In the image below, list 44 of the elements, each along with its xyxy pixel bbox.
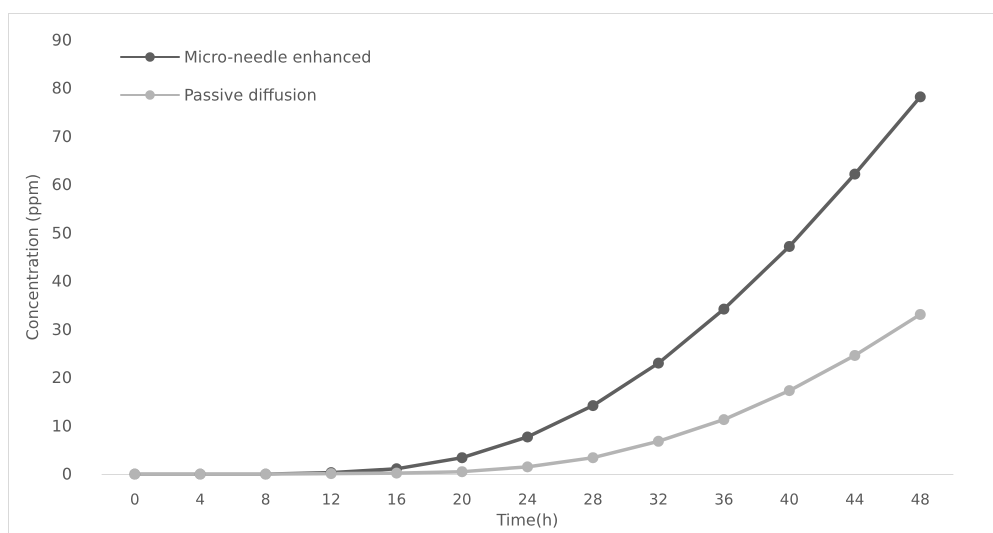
- point: [914, 308, 926, 320]
- y-axis-title: Concentration (ppm): [23, 174, 42, 340]
- point: [522, 431, 533, 442]
- y-tick-label: 20: [52, 368, 72, 388]
- x-tick-label: 36: [714, 490, 734, 509]
- point: [522, 461, 533, 472]
- x-tick-label: 40: [780, 490, 799, 509]
- point: [849, 350, 860, 361]
- point: [652, 358, 664, 369]
- point: [914, 91, 926, 102]
- point: [718, 304, 730, 315]
- y-tick-label: 80: [52, 78, 72, 98]
- x-tick-label: 12: [322, 490, 341, 509]
- y-tick-label: 60: [52, 175, 72, 194]
- x-tick-label: 44: [845, 490, 864, 509]
- y-tick-label: 10: [52, 416, 72, 436]
- x-tick-label: 28: [583, 490, 603, 509]
- point: [456, 466, 468, 478]
- point: [784, 385, 795, 396]
- y-tick-label: 30: [52, 320, 72, 339]
- legend-label: Micro-needle enhanced: [184, 48, 372, 66]
- x-tick-label: 8: [260, 490, 270, 509]
- point: [587, 452, 598, 464]
- point: [652, 436, 664, 447]
- y-tick-label: 50: [52, 223, 72, 242]
- y-tick-label: 90: [52, 30, 72, 50]
- x-tick-label: 4: [195, 490, 205, 509]
- y-tick-label: 0: [62, 464, 72, 484]
- y-tick-label: 70: [52, 126, 72, 146]
- x-tick-label: 0: [130, 490, 140, 509]
- point: [391, 468, 402, 479]
- x-tick-label: 32: [648, 490, 668, 509]
- point: [849, 168, 860, 180]
- point: [456, 452, 468, 464]
- x-axis-title: Time(h): [496, 510, 558, 530]
- point: [718, 414, 730, 426]
- point: [784, 240, 795, 252]
- legend-label: Passive diffusion: [184, 86, 317, 104]
- point: [587, 400, 598, 412]
- x-tick-label: 24: [518, 490, 538, 509]
- x-tick-label: 48: [910, 490, 930, 509]
- x-tick-label: 20: [452, 490, 472, 509]
- x-tick-label: 16: [387, 490, 406, 509]
- y-tick-label: 40: [52, 272, 72, 291]
